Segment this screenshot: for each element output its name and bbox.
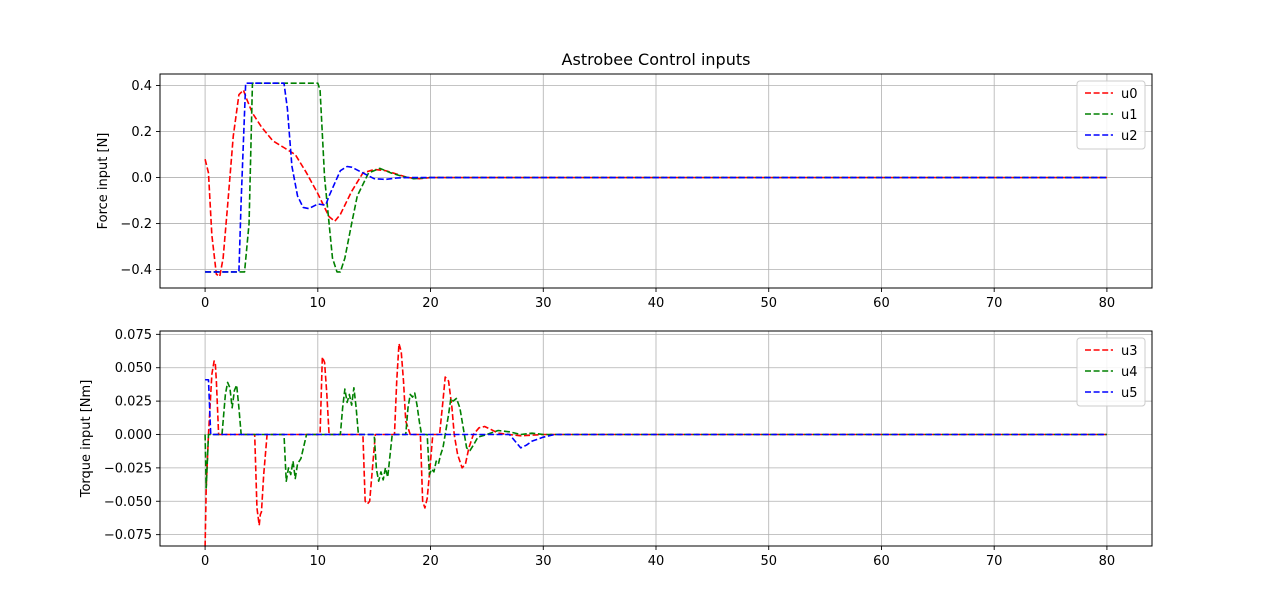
legend-box xyxy=(1076,337,1146,407)
y-tick-label: 0.4 xyxy=(131,79,152,94)
legend: u3 u4 u5 xyxy=(1076,337,1146,407)
x-tick-label: 10 xyxy=(310,296,327,311)
legend-label-u0: u0 xyxy=(1121,87,1138,102)
y-tick-label: −0.4 xyxy=(120,263,152,278)
legend-label-u2: u2 xyxy=(1121,129,1138,144)
x-tick-label: 0 xyxy=(201,296,209,311)
x-tick-label: 80 xyxy=(1099,554,1116,569)
x-tick-label: 60 xyxy=(873,554,890,569)
x-tick-label: 30 xyxy=(535,296,552,311)
series-line-u3 xyxy=(204,342,1107,547)
x-tick-label: 40 xyxy=(648,554,665,569)
x-tick-label: 60 xyxy=(873,296,890,311)
x-tick-label: 20 xyxy=(422,296,439,311)
y-tick-label: −0.075 xyxy=(104,528,152,543)
legend-label-u4: u4 xyxy=(1121,365,1138,380)
x-tick-label: 50 xyxy=(760,296,777,311)
y-tick-label: 0.075 xyxy=(115,328,152,343)
x-tick-label: 50 xyxy=(760,554,777,569)
chart-title: Astrobee Control inputs xyxy=(562,50,751,69)
y-tick-label: −0.025 xyxy=(104,461,152,476)
legend-label-u1: u1 xyxy=(1121,108,1138,123)
y-tick-label: −0.2 xyxy=(120,217,152,232)
y-tick-label: 0.050 xyxy=(115,361,152,376)
x-tick-label: 10 xyxy=(310,554,327,569)
y-axis-label: Force input [N] xyxy=(96,133,111,230)
legend: u0 u1 u2 xyxy=(1076,80,1146,150)
series-line-u2 xyxy=(205,82,1107,273)
y-tick-label: 0.0 xyxy=(131,171,152,186)
legend-label-u3: u3 xyxy=(1121,344,1138,359)
y-tick-label: 0.000 xyxy=(115,428,152,443)
torque-subplot: 0 10 20 30 40 50 60 70 80 −0.075 −0.050 −0.025 0.000… xyxy=(79,328,1153,569)
x-tick-label: 0 xyxy=(201,554,209,569)
legend-label-u5: u5 xyxy=(1121,386,1138,401)
y-tick-label: 0.2 xyxy=(131,125,152,140)
x-tick-label: 70 xyxy=(986,296,1003,311)
y-tick-label: 0.025 xyxy=(115,395,152,410)
legend-box xyxy=(1076,80,1146,150)
x-tick-label: 30 xyxy=(535,554,552,569)
x-tick-label: 80 xyxy=(1099,296,1116,311)
y-tick-label: −0.050 xyxy=(104,495,152,510)
x-tick-label: 40 xyxy=(648,296,665,311)
series-line-u5 xyxy=(205,378,1107,449)
force-subplot: 0 10 20 30 40 50 60 70 80 −0.4 −0.2 0.0 0.2 0.4 Force … xyxy=(96,73,1153,311)
x-tick-label: 20 xyxy=(422,554,439,569)
x-tick-label: 70 xyxy=(986,554,1003,569)
series-line-u4 xyxy=(204,381,1107,489)
y-axis-label: Torque input [Nm] xyxy=(79,380,94,499)
